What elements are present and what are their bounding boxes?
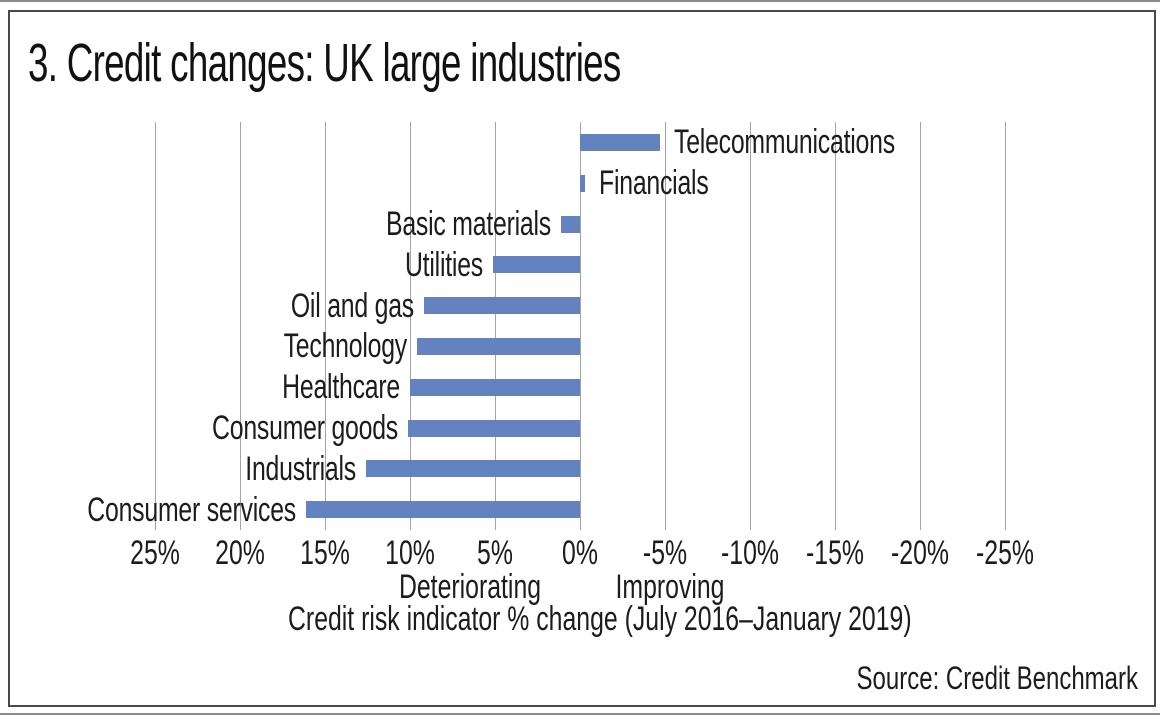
x-tick-label: 20% (215, 534, 265, 572)
category-label: Industrials (245, 449, 356, 488)
category-label: Consumer services (87, 490, 297, 529)
gridline (580, 122, 581, 530)
chart-frame (8, 10, 1156, 707)
category-label: Basic materials (386, 205, 552, 243)
deteriorating-axis-label: Deteriorating (398, 568, 542, 606)
category-label: Consumer goods (212, 409, 399, 447)
chart-bar (365, 460, 580, 478)
chart-bar (416, 337, 580, 355)
category-label: Financials (599, 164, 709, 203)
improving-axis-label: Improving (615, 568, 725, 606)
x-axis-title: Credit risk indicator % change (July 201… (288, 600, 912, 638)
chart-title: 3. Credit changes: UK large industries (28, 33, 621, 93)
x-tick-label: 5% (477, 534, 513, 572)
chart-bar (580, 174, 586, 192)
x-tick-label: -15% (806, 534, 864, 572)
x-tick-label: 25% (130, 534, 180, 572)
x-tick-label: -5% (642, 534, 688, 572)
chart-bar (408, 419, 580, 437)
category-label: Healthcare (282, 368, 400, 407)
x-tick-label: 15% (300, 534, 350, 572)
source-label: Source: Credit Benchmark (856, 660, 1138, 696)
category-label: Oil and gas (290, 286, 414, 325)
x-tick-label: -25% (976, 534, 1034, 572)
chart-bar (561, 215, 580, 233)
x-tick-label: -10% (721, 534, 779, 572)
category-label: Technology (283, 327, 407, 366)
category-label: Telecommunications (673, 123, 895, 162)
gridline (155, 122, 156, 530)
gridline (240, 122, 241, 530)
x-tick-label: 0% (562, 534, 598, 572)
screenshot-bottom-edge-line (0, 713, 1160, 715)
category-label: Utilities (405, 245, 484, 284)
gridline (495, 122, 496, 530)
x-tick-label: -20% (891, 534, 949, 572)
chart-bar (410, 378, 580, 396)
gridline (835, 122, 836, 530)
gridline (920, 122, 921, 530)
gridline (325, 122, 326, 530)
x-tick-label: 10% (385, 534, 435, 572)
chart-bar (580, 133, 660, 151)
gridline (665, 122, 666, 530)
chart-bar (423, 297, 580, 315)
gridline (410, 122, 411, 530)
chart-bar (493, 256, 580, 274)
screenshot-top-edge-line (0, 0, 1160, 2)
gridline (1005, 122, 1006, 530)
gridline (750, 122, 751, 530)
chart-bar (306, 501, 580, 519)
